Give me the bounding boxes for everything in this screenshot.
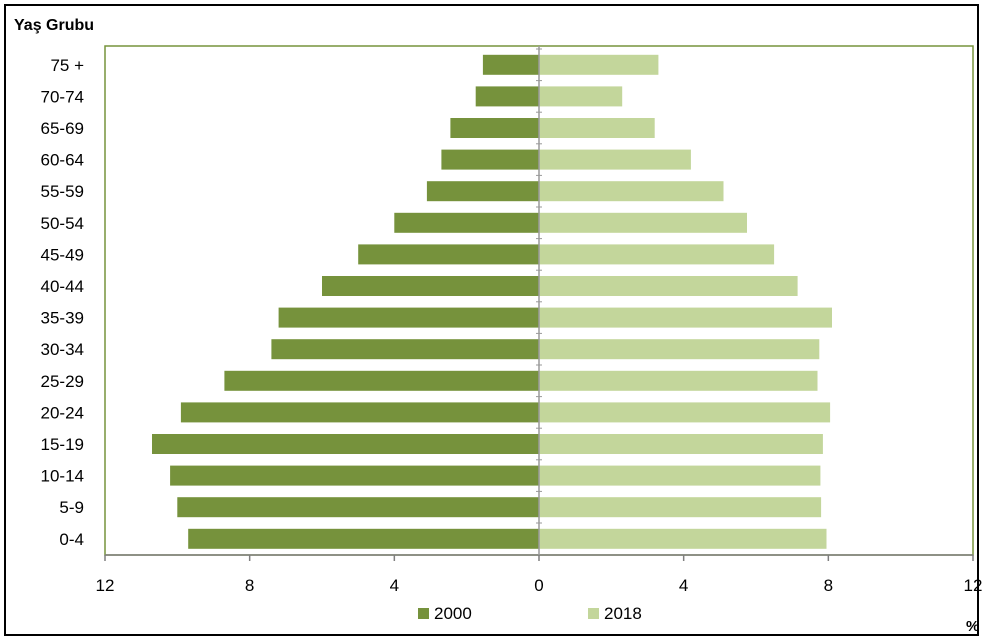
bar-2000-60-64 bbox=[441, 149, 539, 170]
bar-2000-50-54 bbox=[394, 212, 539, 233]
bar-2018-55-59 bbox=[539, 181, 724, 202]
x-tick-label: 8 bbox=[824, 576, 833, 595]
legend-label-2018: 2018 bbox=[604, 604, 642, 623]
bar-2000-10-14 bbox=[170, 465, 539, 486]
bar-2018-35-39 bbox=[539, 307, 832, 328]
bar-2018-5-9 bbox=[539, 497, 822, 518]
bar-2018-10-14 bbox=[539, 465, 821, 486]
y-tick-label: 60-64 bbox=[41, 151, 84, 170]
y-tick-label: 0-4 bbox=[59, 530, 84, 549]
x-tick-label: 12 bbox=[96, 576, 115, 595]
unit-label: % bbox=[966, 618, 979, 635]
y-tick-label: 15-19 bbox=[41, 435, 84, 454]
x-axis-ticks: 12 8 4 0 4 8 12 bbox=[96, 555, 983, 595]
y-tick-label: 75 + bbox=[50, 56, 84, 75]
bar-2018-65-69 bbox=[539, 118, 655, 138]
y-tick-label: 30-34 bbox=[41, 340, 84, 359]
bar-2000-75plus bbox=[482, 54, 539, 75]
y-tick-label: 55-59 bbox=[41, 182, 84, 201]
bar-2018-0-4 bbox=[539, 528, 827, 549]
bar-2000-25-29 bbox=[224, 370, 539, 391]
legend-swatch-2000 bbox=[418, 608, 429, 619]
bar-2000-65-69 bbox=[450, 118, 539, 138]
bar-2018-30-34 bbox=[539, 339, 820, 360]
x-tick-label: 4 bbox=[679, 576, 688, 595]
bar-2000-0-4 bbox=[188, 528, 539, 549]
y-tick-label: 50-54 bbox=[41, 214, 84, 233]
chart-title: Yaş Grubu bbox=[14, 17, 94, 34]
y-tick-label: 70-74 bbox=[41, 87, 84, 106]
bar-2018-45-49 bbox=[539, 244, 775, 265]
bar-2000-5-9 bbox=[177, 497, 540, 518]
y-tick-label: 65-69 bbox=[41, 119, 84, 138]
legend-label-2000: 2000 bbox=[434, 604, 472, 623]
bar-2000-45-49 bbox=[358, 244, 539, 265]
x-tick-label: 12 bbox=[964, 576, 983, 595]
x-tick-label: 8 bbox=[245, 576, 254, 595]
bar-2018-60-64 bbox=[539, 149, 691, 170]
bar-2018-15-19 bbox=[539, 434, 823, 454]
bar-2018-70-74 bbox=[539, 86, 623, 107]
bar-2018-75plus bbox=[539, 54, 659, 75]
bar-2000-20-24 bbox=[180, 402, 539, 423]
legend-swatch-2018 bbox=[588, 608, 599, 619]
bar-2000-40-44 bbox=[322, 276, 539, 296]
y-axis-labels: 0-4 5-9 10-14 15-19 20-24 25-29 30-34 35-39 40-4… bbox=[41, 48, 542, 549]
bar-2018-25-29 bbox=[539, 370, 818, 391]
bars-group bbox=[152, 54, 832, 549]
y-tick-label: 20-24 bbox=[41, 403, 84, 422]
bar-2000-55-59 bbox=[426, 181, 539, 202]
y-tick-label: 10-14 bbox=[41, 467, 84, 486]
y-tick-label: 45-49 bbox=[41, 245, 84, 264]
bar-2000-30-34 bbox=[271, 339, 539, 360]
bar-2018-40-44 bbox=[539, 276, 798, 296]
bar-2018-50-54 bbox=[539, 212, 747, 233]
x-tick-label: 4 bbox=[390, 576, 399, 595]
bar-2018-20-24 bbox=[539, 402, 831, 423]
x-tick-label: 0 bbox=[534, 576, 543, 595]
y-tick-label: 40-44 bbox=[41, 277, 84, 296]
y-tick-label: 5-9 bbox=[59, 498, 84, 517]
y-tick-label: 35-39 bbox=[41, 309, 84, 328]
bar-2000-15-19 bbox=[152, 434, 539, 454]
legend: 2000 2018 bbox=[418, 604, 642, 623]
y-tick-label: 25-29 bbox=[41, 372, 84, 391]
bar-2000-35-39 bbox=[278, 307, 539, 328]
bar-2000-70-74 bbox=[475, 86, 539, 107]
